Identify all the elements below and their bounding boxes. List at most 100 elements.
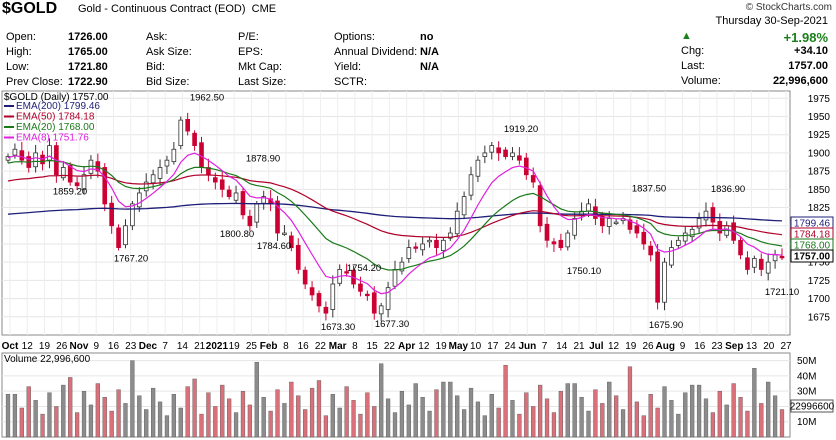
candle-body (496, 147, 501, 154)
volume-bar (337, 407, 342, 438)
candle-body (164, 159, 170, 167)
quote-value: 1765.00 (68, 46, 108, 58)
price-annotation: 1800.80 (220, 229, 254, 240)
candle-body (682, 232, 688, 242)
volume-bar (655, 407, 660, 438)
candle-body (330, 283, 336, 310)
y-tick-label: 1675 (808, 312, 831, 323)
candle-body (752, 258, 757, 268)
summary-value: 1757.00 (788, 60, 828, 72)
volume-bar (40, 413, 45, 438)
quote-summary-box: Thursday 30-Sep-2021 ▲ +1.98% Chg: +34.10… (667, 14, 832, 88)
candle-body (710, 207, 716, 223)
volume-bar (289, 381, 294, 438)
candle-body (551, 241, 557, 245)
volume-bar (413, 383, 418, 438)
quote-label: Ask Size: (146, 46, 192, 58)
candle-body (517, 155, 522, 161)
quote-col-prices: Open: 1726.00 High: 1765.00 Low: 1721.80 Prev … (6, 30, 118, 90)
x-tick-label: Dec (139, 341, 158, 352)
candle-body (171, 148, 177, 163)
volume-bar (489, 394, 494, 438)
volume-bar (296, 395, 301, 438)
candle-body (648, 245, 654, 256)
y-tick-label: 1975 (808, 94, 831, 105)
candle-body (669, 247, 674, 266)
candle-body (102, 167, 108, 205)
candle-body (537, 185, 543, 227)
candle-body (67, 164, 73, 183)
price-annotation: 1836.90 (711, 184, 745, 195)
candle-body (289, 235, 294, 248)
quote-value: 1721.80 (68, 61, 108, 73)
y-tick-label: 1750 (808, 258, 831, 269)
candle-body (385, 287, 391, 310)
price-tag-label: 1768.00 (794, 241, 831, 252)
candle-body (758, 258, 764, 270)
price-annotation: 1878.90 (246, 153, 280, 164)
candle-body (309, 287, 315, 296)
volume-bar (420, 397, 425, 438)
candle-body (19, 150, 25, 161)
quote-col-dividends: Options: no Annual Dividend: N/A Yield: N/A SC… (334, 30, 442, 90)
ema50-line (7, 174, 783, 239)
quote-label: Options: (334, 31, 375, 43)
x-tick-label: 16 (298, 341, 310, 352)
change-pct: +1.98% (783, 30, 828, 45)
x-tick-label: 27 (780, 341, 792, 352)
candle-body (676, 239, 681, 246)
volume-bar (12, 394, 18, 438)
price-annotation: 1754.20 (347, 263, 381, 274)
volume-bar (316, 380, 322, 438)
price-annotation: 1750.10 (567, 266, 601, 277)
quote-value: 1726.00 (68, 31, 108, 43)
volume-bar (565, 383, 570, 438)
volume-bar (275, 389, 280, 438)
volume-bar (496, 407, 501, 438)
volume-bar (683, 392, 688, 438)
volume-title: Volume 22,996,600 (4, 354, 91, 365)
volume-bar (634, 401, 639, 438)
col3-row: P/E: (238, 30, 328, 45)
quote-value: N/A (420, 46, 439, 58)
candle-body (503, 149, 508, 157)
x-tick-label: 9 (680, 341, 686, 352)
volume-bar (538, 384, 543, 438)
candle-body (772, 254, 778, 262)
x-tick-label: 7 (542, 341, 548, 352)
candle-body (427, 239, 432, 243)
volume-bar (54, 406, 59, 438)
col1-row: High: 1765.00 (6, 45, 118, 60)
instrument-name: Gold - Continuous Contract (EOD) CME (78, 3, 277, 15)
quote-label: Last Size: (238, 76, 287, 88)
volume-bar (503, 365, 508, 438)
volume-bar (309, 387, 315, 438)
x-tick-label: 19 (229, 341, 241, 352)
candle-body (5, 156, 11, 161)
price-annotation: 1859.20 (53, 187, 87, 198)
volume-bar (558, 390, 563, 438)
volume-bar (531, 406, 536, 438)
volume-bar (759, 403, 764, 438)
price-annotation: 1673.30 (321, 322, 355, 333)
volume-bar (61, 384, 66, 438)
price-tag (790, 249, 834, 263)
x-tick-label: 25 (246, 341, 258, 352)
volume-bar (461, 409, 467, 438)
volume-bar (213, 406, 218, 438)
volume-bar (247, 404, 252, 438)
volume-bar (344, 386, 349, 438)
candle-body (192, 132, 197, 147)
candle-body (530, 175, 536, 183)
x-tick-label: 12 (608, 341, 620, 352)
candle-body (109, 202, 114, 227)
col3-row: EPS: (238, 45, 328, 60)
x-tick-label: Oct (2, 341, 19, 352)
volume-bar (261, 397, 266, 438)
price-annotation: 1721.10 (765, 287, 799, 298)
volume-tick-label: 30M (797, 387, 816, 398)
price-tag-label: 1784.18 (794, 230, 831, 241)
y-tick-label: 1950 (808, 112, 831, 123)
candle-body (558, 239, 564, 248)
